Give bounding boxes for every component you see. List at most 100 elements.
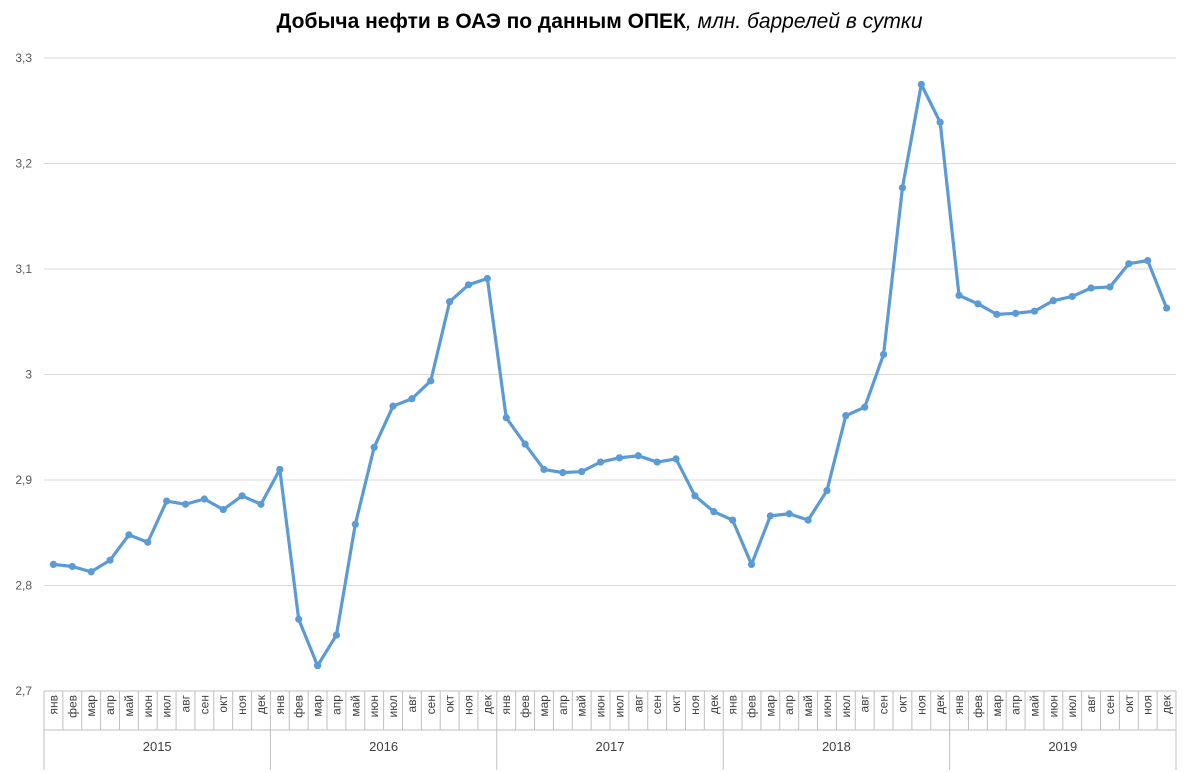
- data-point: [200, 495, 208, 503]
- data-point: [842, 412, 850, 420]
- x-tick-label-month: авг: [858, 694, 872, 712]
- data-point: [1012, 309, 1020, 317]
- data-point: [313, 662, 322, 670]
- data-point: [446, 298, 454, 306]
- chart-title: Добыча нефти в ОАЭ по данным ОПЕК, млн. …: [0, 10, 1199, 34]
- data-point: [408, 395, 416, 403]
- x-tick-label-month: янв: [273, 695, 287, 715]
- x-tick-label-year: 2016: [369, 739, 398, 754]
- data-point: [955, 291, 963, 299]
- series-line: [51, 82, 1169, 668]
- data-point: [766, 512, 774, 520]
- data-point: [1106, 283, 1114, 291]
- data-point: [917, 80, 925, 88]
- data-point: [464, 281, 473, 289]
- x-tick-label-month: ноя: [235, 695, 249, 715]
- x-tick-label-month: апр: [556, 695, 570, 715]
- y-tick-label: 3,1: [15, 262, 32, 276]
- data-point: [87, 568, 95, 576]
- x-tick-label-month: мар: [537, 695, 551, 717]
- data-point: [898, 184, 907, 192]
- data-point: [615, 454, 624, 462]
- x-tick-label-month: мар: [990, 695, 1004, 717]
- data-point: [125, 531, 133, 539]
- x-tick-label-month: июл: [160, 695, 174, 717]
- x-tick-label-month: авг: [1084, 694, 1098, 712]
- x-tick-label-month: сен: [650, 695, 664, 714]
- x-tick-label-month: май: [801, 695, 815, 717]
- x-tick-label-year: 2015: [143, 739, 172, 754]
- data-point: [521, 440, 529, 448]
- x-tick-label-month: окт: [443, 695, 457, 713]
- x-tick-label-month: авг: [405, 694, 419, 712]
- data-point: [710, 508, 718, 516]
- data-point: [295, 615, 303, 623]
- x-tick-label-year: 2019: [1048, 739, 1077, 754]
- x-tick-label-month: фев: [65, 695, 79, 718]
- data-point: [653, 458, 661, 466]
- data-point: [578, 467, 586, 476]
- x-tick-label-month: ноя: [462, 695, 476, 715]
- y-tick-label: 2,8: [15, 579, 32, 593]
- data-point: [502, 414, 510, 422]
- x-tick-label-month: июл: [1065, 695, 1079, 717]
- x-tick-label-month: дек: [254, 694, 268, 714]
- y-tick-label: 3,3: [15, 51, 32, 65]
- data-point: [1144, 256, 1152, 265]
- y-tick-label: 2,9: [15, 473, 32, 487]
- x-tick-label-month: окт: [895, 695, 909, 713]
- data-point: [974, 300, 982, 308]
- data-point: [144, 538, 152, 546]
- x-tick-label-month: сен: [197, 695, 211, 714]
- data-point: [483, 274, 491, 283]
- x-tick-label-month: июл: [386, 695, 400, 717]
- chart-title-unit: , млн. баррелей в сутки: [685, 10, 923, 33]
- x-tick-label-month: ноя: [1141, 695, 1155, 715]
- data-point: [804, 516, 812, 524]
- x-tick-label-month: окт: [669, 695, 683, 713]
- data-point: [540, 465, 548, 474]
- data-point: [1068, 292, 1076, 301]
- data-point: [1087, 284, 1095, 292]
- data-point: [672, 455, 680, 463]
- y-tick-label: 3: [25, 368, 32, 382]
- x-tick-label-month: июл: [612, 695, 626, 717]
- x-tick-label-month: янв: [952, 695, 966, 715]
- x-tick-label-month: июн: [594, 695, 608, 717]
- x-tick-label-month: окт: [216, 695, 230, 713]
- x-tick-label-month: ноя: [914, 695, 928, 715]
- chart-title-main: Добыча нефти в ОАЭ по данным ОПЕК: [276, 10, 686, 33]
- x-tick-label-month: авг: [179, 694, 193, 712]
- x-tick-label-month: дек: [933, 694, 947, 714]
- data-point: [559, 469, 567, 477]
- data-point: [163, 497, 171, 505]
- x-tick-label-month: сен: [1103, 695, 1117, 714]
- data-point: [257, 500, 265, 508]
- data-point: [351, 520, 359, 528]
- x-tick-label-month: мар: [763, 695, 777, 717]
- y-tick-label: 2,7: [15, 684, 32, 698]
- x-tick-label-month: май: [348, 695, 362, 717]
- x-tick-label-month: мар: [311, 695, 325, 717]
- x-tick-label-month: янв: [499, 695, 513, 715]
- data-point: [634, 452, 642, 460]
- data-point: [691, 492, 699, 500]
- data-point: [219, 505, 227, 514]
- x-tick-label-month: июл: [839, 695, 853, 717]
- x-tick-label-month: апр: [103, 695, 117, 715]
- x-tick-label-month: янв: [726, 695, 740, 715]
- data-point: [389, 402, 397, 410]
- x-tick-label-month: июн: [367, 695, 381, 717]
- data-point: [747, 560, 756, 569]
- x-tick-label-month: июн: [141, 695, 155, 717]
- x-tick-label-month: ноя: [688, 695, 702, 715]
- data-point: [106, 556, 114, 564]
- data-point: [993, 310, 1001, 318]
- x-tick-label-month: фев: [292, 695, 306, 718]
- x-tick-label-month: мар: [84, 695, 98, 717]
- x-tick-label-year: 2017: [596, 739, 625, 754]
- x-tick-label-month: июн: [820, 695, 834, 717]
- data-point: [427, 377, 435, 385]
- data-point: [1162, 304, 1171, 312]
